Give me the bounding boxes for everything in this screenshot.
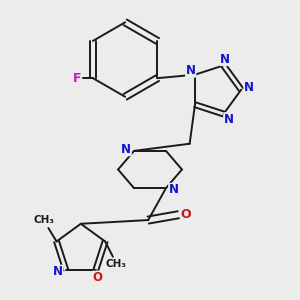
Text: N: N xyxy=(121,142,131,156)
Text: CH₃: CH₃ xyxy=(105,260,126,269)
Text: N: N xyxy=(169,183,179,196)
Text: N: N xyxy=(244,81,254,94)
Text: O: O xyxy=(93,271,103,284)
Text: N: N xyxy=(186,64,196,77)
Text: CH₃: CH₃ xyxy=(34,215,55,225)
Text: N: N xyxy=(53,265,63,278)
Text: N: N xyxy=(220,52,230,65)
Text: N: N xyxy=(224,113,234,126)
Text: O: O xyxy=(181,208,191,221)
Text: F: F xyxy=(73,72,81,85)
